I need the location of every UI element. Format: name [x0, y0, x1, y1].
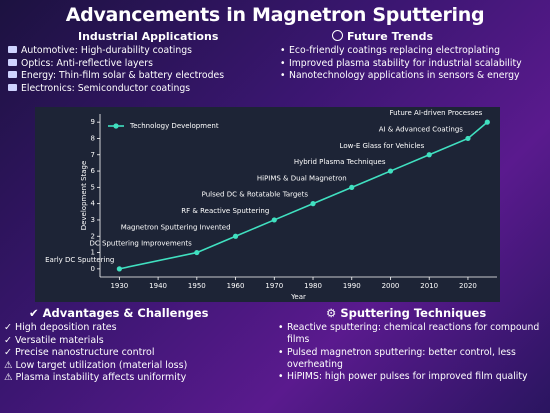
- list-item: ⚠ Low target utilization (material loss): [4, 359, 188, 371]
- icon: [8, 83, 17, 91]
- y-tick-label: 5: [91, 183, 95, 191]
- globe-icon: [332, 30, 343, 41]
- data-point: [194, 249, 200, 256]
- list-item: Nanotechnology applications in sensors &…: [280, 70, 545, 83]
- data-point: [484, 119, 490, 125]
- list-item: Electronics: Semiconductor coatings: [8, 83, 278, 96]
- list-item: Eco-friendly coatings replacing electrop…: [280, 45, 545, 58]
- heading-text: Future Trends: [347, 30, 434, 43]
- y-tick-label: 6: [91, 167, 96, 175]
- data-point: [387, 168, 394, 174]
- y-tick-label: 7: [91, 151, 95, 159]
- x-axis-label: Year: [290, 293, 306, 301]
- list-item: ✓ Precise nanostructure control: [4, 347, 155, 359]
- data-point: [465, 135, 471, 142]
- point-label: Early DC Sputtering: [45, 256, 114, 264]
- point-label: Magnetron Sputtering Invented: [121, 223, 231, 231]
- x-tick-label: 1990: [343, 282, 361, 290]
- list-item: ✓ Versatile materials: [4, 334, 104, 346]
- x-tick-label: 2000: [382, 282, 400, 290]
- chart-background: [35, 107, 500, 302]
- y-axis-label: Development Stage: [80, 161, 88, 231]
- item-text: Energy: Thin-film solar & battery electr…: [21, 70, 225, 81]
- data-point: [426, 152, 432, 158]
- point-label: AI & Advanced Coatings: [379, 125, 464, 133]
- list-item: Automotive: High-durability coatings: [8, 45, 278, 58]
- data-point: [271, 217, 277, 223]
- point-label: Future AI-driven Processes: [390, 109, 483, 117]
- item-text: Optics: Anti-reflective layers: [21, 57, 153, 69]
- data-point: [310, 201, 316, 207]
- chart: 0 1 2 3 4 5 6 7 8 9 1930 1940 1950 1960 1970 1980 1990 20…: [35, 107, 500, 302]
- section-heading: ✔ Advantages & Challenges: [29, 306, 209, 320]
- list-item: Energy: Thin-film solar & battery electr…: [8, 70, 278, 83]
- list-item: ✓ High deposition rates: [4, 322, 117, 333]
- list-item: ⚠ Plasma instability affects uniformity: [4, 372, 187, 384]
- trends-list: Eco-friendly coatings replacing electrop…: [280, 45, 545, 83]
- y-tick-label: 0: [91, 265, 95, 273]
- list-item: Pulsed magnetron sputtering: better cont…: [278, 347, 546, 372]
- point-label: RF & Reactive Sputtering: [181, 207, 269, 215]
- point-label: Hybrid Plasma Techniques: [294, 158, 386, 166]
- x-tick-label: 1980: [304, 282, 322, 290]
- list-item: Improved plasma stability for industrial…: [280, 58, 545, 71]
- x-tick-label: 2010: [420, 282, 438, 290]
- icon: [8, 71, 17, 78]
- y-tick-label: 2: [91, 232, 95, 240]
- x-tick-label: 1940: [149, 282, 167, 290]
- section-heading: Future Trends: [280, 30, 545, 43]
- y-tick-label: 4: [91, 200, 96, 208]
- legend-label: Technology Development: [129, 122, 219, 130]
- advantages-section: ✔ Advantages & Challenges ✓ High deposit…: [4, 306, 274, 385]
- series-line: [119, 121, 488, 270]
- trends-section: Future Trends Eco-friendly coatings repl…: [280, 30, 545, 83]
- icon: [8, 58, 17, 66]
- y-tick-label: 3: [91, 216, 95, 224]
- item-text: Electronics: Semiconductor coatings: [21, 82, 191, 94]
- point-label: HiPIMS & Dual Magnetron: [257, 174, 347, 182]
- point-label: DC Sputtering Improvements: [90, 240, 193, 248]
- data-point: [349, 184, 355, 190]
- icon: [8, 46, 17, 53]
- list-item: Optics: Anti-reflective layers: [8, 58, 278, 71]
- y-tick-label: 8: [91, 134, 95, 142]
- x-tick-label: 1930: [110, 282, 128, 290]
- section-heading: ⚙ Sputtering Techniques: [326, 306, 487, 320]
- data-point: [232, 233, 239, 239]
- techniques-section: ⚙ Sputtering Techniques Reactive sputter…: [278, 306, 546, 383]
- list-item: HiPIMS: high power pulses for improved f…: [278, 371, 546, 383]
- x-tick-label: 1960: [227, 282, 245, 290]
- x-tick-label: 1950: [188, 282, 206, 290]
- x-tick-label: 2020: [459, 282, 477, 290]
- techniques-list: Reactive sputtering: chemical reactions …: [278, 322, 546, 383]
- y-tick-label: 1: [91, 249, 95, 257]
- industrial-section: Industrial Applications Automotive: High…: [8, 30, 278, 95]
- advantages-list: ✓ High deposition rates ✓ Versatile mate…: [4, 322, 274, 385]
- industrial-list: Automotive: High-durability coatings Opt…: [8, 45, 278, 95]
- legend-marker: [113, 123, 119, 129]
- point-label: Pulsed DC & Rotatable Targets: [202, 191, 309, 199]
- data-point: [116, 266, 122, 272]
- page-title: Advancements in Magnetron Sputtering: [65, 4, 485, 26]
- section-heading: Industrial Applications: [78, 30, 219, 43]
- list-item: Reactive sputtering: chemical reactions …: [278, 322, 546, 347]
- item-text: Automotive: High-durability coatings: [21, 45, 193, 56]
- point-label: Low-E Glass for Vehicles: [340, 142, 425, 150]
- y-tick-label: 9: [91, 118, 95, 126]
- x-tick-label: 1970: [265, 282, 283, 290]
